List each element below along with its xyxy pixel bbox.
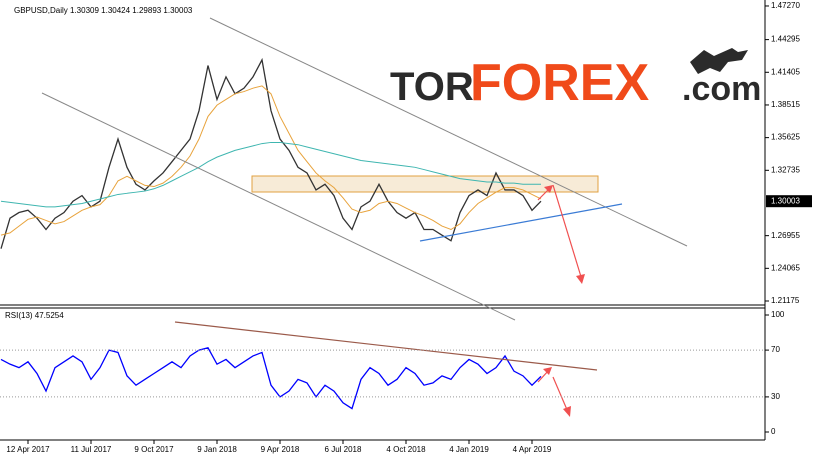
y-tick-label: 100 <box>771 310 785 319</box>
y-tick-label: 1.26955 <box>771 231 800 240</box>
arrow-head <box>563 406 571 417</box>
logo-tor: TOR <box>390 65 474 109</box>
y-tick-label: 70 <box>771 345 780 354</box>
channel-line <box>41 92 516 321</box>
y-tick-label: 1.35625 <box>771 133 800 142</box>
x-tick-label: 12 Apr 2017 <box>6 445 50 454</box>
x-tick-label: 4 Jan 2019 <box>449 445 489 454</box>
arrow-head <box>544 185 553 193</box>
y-tick-label: 0 <box>771 427 776 436</box>
forecast-arrow <box>552 376 569 413</box>
x-tick-label: 6 Jul 2018 <box>325 445 362 454</box>
logo-com: .com <box>682 70 761 108</box>
x-tick-label: 9 Jan 2018 <box>197 445 237 454</box>
arrow-head <box>543 367 552 375</box>
logo-bull <box>690 48 748 74</box>
symbol-header: GBPUSD,Daily 1.30309 1.30424 1.29893 1.3… <box>14 6 193 15</box>
logo-forex: FOREX <box>470 54 649 112</box>
y-tick-label: 1.44295 <box>771 35 800 44</box>
rsi-title: RSI(13) 47.5254 <box>5 311 64 320</box>
rsi-trend-line <box>174 321 598 371</box>
y-tick-label: 1.21175 <box>771 296 800 305</box>
current-price-box <box>766 195 812 208</box>
forecast-arrow <box>552 184 583 281</box>
logo: TOR FOREX .com <box>390 48 761 112</box>
x-tick-label: 9 Apr 2018 <box>261 445 300 454</box>
x-tick-label: 4 Apr 2019 <box>513 445 552 454</box>
y-tick-label: 1.32735 <box>771 165 800 174</box>
series-line <box>0 347 542 410</box>
y-tick-label: 1.24065 <box>771 263 800 272</box>
current-price-label: 1.30003 <box>771 196 800 205</box>
y-tick-label: 1.41405 <box>771 67 800 76</box>
support-line <box>419 203 623 242</box>
y-tick-label: 1.47270 <box>771 1 800 10</box>
arrow-head <box>576 274 585 284</box>
x-tick-label: 11 Jul 2017 <box>71 445 112 454</box>
series-line <box>0 141 541 208</box>
y-tick-label: 30 <box>771 392 780 401</box>
channel-line <box>209 17 688 247</box>
series-line <box>0 85 542 236</box>
x-tick-label: 4 Oct 2018 <box>386 445 426 454</box>
y-tick-label: 1.38515 <box>771 100 800 109</box>
x-tick-label: 9 Oct 2017 <box>134 445 174 454</box>
